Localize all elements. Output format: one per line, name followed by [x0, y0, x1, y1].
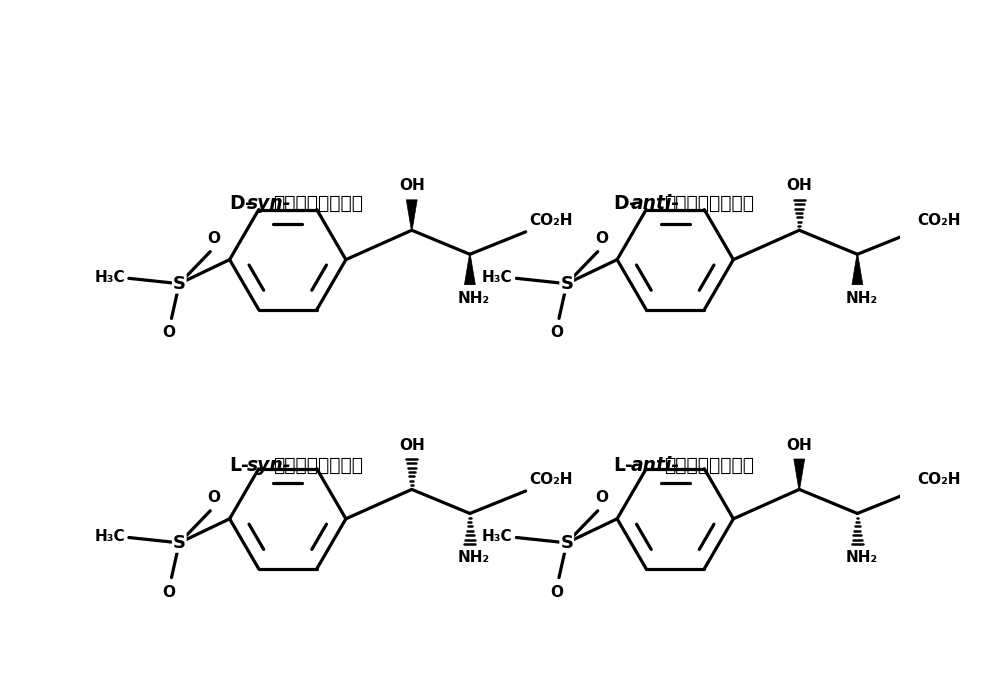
Text: NH₂: NH₂ — [845, 291, 877, 306]
Text: NH₂: NH₂ — [845, 550, 877, 566]
Text: H₃C: H₃C — [482, 530, 513, 545]
Text: D-: D- — [229, 194, 253, 213]
Text: 对甲砂基苯丝氨酸: 对甲砂基苯丝氨酸 — [664, 194, 754, 213]
Polygon shape — [464, 254, 475, 285]
Text: 对甲砂基苯丝氨酸: 对甲砂基苯丝氨酸 — [273, 194, 363, 213]
Text: NH₂: NH₂ — [458, 550, 490, 566]
Text: syn-: syn- — [247, 456, 292, 475]
Text: O: O — [595, 231, 608, 246]
Polygon shape — [794, 459, 805, 489]
Text: O: O — [163, 584, 176, 600]
Text: L-: L- — [613, 456, 633, 475]
Text: syn-: syn- — [247, 194, 292, 213]
Text: 对甲砂基苯丝氨酸: 对甲砂基苯丝氨酸 — [664, 456, 754, 475]
Text: D-: D- — [613, 194, 637, 213]
Text: S: S — [173, 534, 186, 552]
Text: O: O — [208, 231, 221, 246]
Text: O: O — [550, 325, 563, 340]
Text: CO₂H: CO₂H — [917, 212, 961, 228]
Text: H₃C: H₃C — [94, 530, 125, 545]
Text: S: S — [173, 275, 186, 293]
Text: anti-: anti- — [631, 194, 680, 213]
Polygon shape — [406, 200, 417, 230]
Text: O: O — [163, 325, 176, 340]
Text: anti-: anti- — [631, 456, 680, 475]
Text: OH: OH — [399, 178, 425, 194]
Text: S: S — [560, 275, 573, 293]
Text: O: O — [550, 584, 563, 600]
Text: OH: OH — [399, 438, 425, 452]
Text: H₃C: H₃C — [482, 270, 513, 285]
Text: H₃C: H₃C — [94, 270, 125, 285]
Text: OH: OH — [786, 438, 812, 452]
Text: O: O — [208, 491, 221, 505]
Text: NH₂: NH₂ — [458, 291, 490, 306]
Text: O: O — [595, 491, 608, 505]
Text: S: S — [560, 534, 573, 552]
Text: CO₂H: CO₂H — [917, 472, 961, 486]
Polygon shape — [852, 254, 863, 285]
Text: L-: L- — [229, 456, 249, 475]
Text: OH: OH — [786, 178, 812, 194]
Text: CO₂H: CO₂H — [530, 472, 573, 486]
Text: 对甲砂基苯丝氨酸: 对甲砂基苯丝氨酸 — [273, 456, 363, 475]
Text: CO₂H: CO₂H — [530, 212, 573, 228]
